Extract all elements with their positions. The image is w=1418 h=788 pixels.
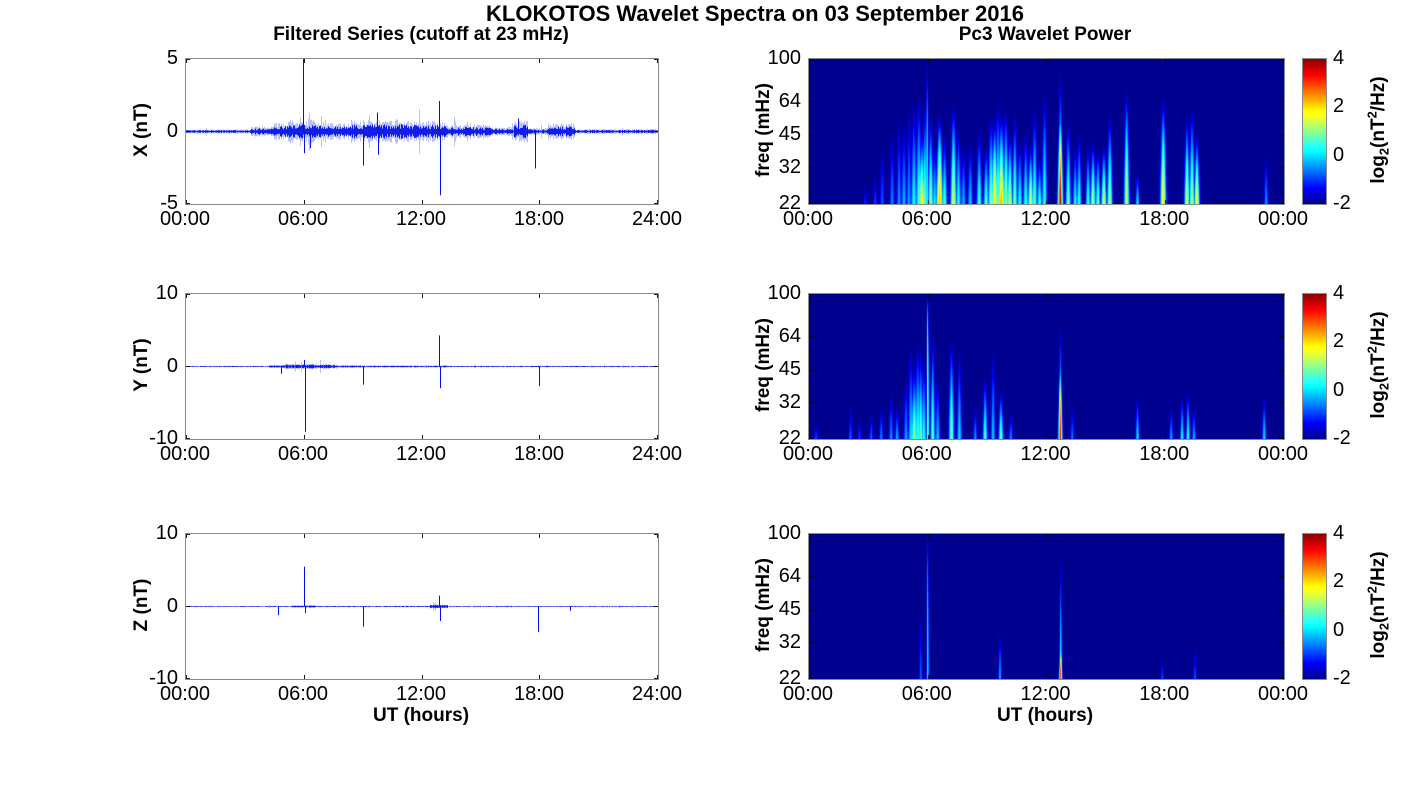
tick-label: 32 <box>778 156 801 179</box>
tick-label: 00:00 <box>1257 443 1309 465</box>
y-wavelet-panel <box>808 293 1285 440</box>
tick-label: 0 <box>1333 143 1345 166</box>
tick-label: -2 <box>1333 427 1351 449</box>
tick-label: 22 <box>778 667 801 689</box>
tick-label: 2 <box>1333 330 1345 353</box>
tick-label: 22 <box>778 427 801 449</box>
x-wavelet-ylabel: freq (mHz) <box>753 83 774 177</box>
z-wavelet-canvas <box>809 534 1284 679</box>
tick-label: 0 <box>166 354 178 377</box>
tick-label: 00:00 <box>1257 208 1309 230</box>
right-xaxis-label: UT (hours) <box>996 705 1094 726</box>
tick-label: 45 <box>778 598 801 621</box>
y-series-ylabel: Y (nT) <box>131 338 152 392</box>
z-series-ylabel: Z (nT) <box>131 578 152 632</box>
y-series-canvas <box>186 294 658 439</box>
tick-label: 64 <box>778 564 801 587</box>
tick-label: 0 <box>166 119 178 142</box>
tick-label: 00:00 <box>782 208 834 230</box>
tick-label: 00:00 <box>159 683 211 705</box>
tick-label: 32 <box>778 631 801 654</box>
tick-label: 06:00 <box>901 208 952 230</box>
z-series-panel <box>185 533 659 680</box>
colorbar-bottom-canvas <box>1303 534 1326 679</box>
x-wavelet-panel <box>808 58 1285 205</box>
tick-label: 18:00 <box>1139 443 1190 465</box>
tick-label: 06:00 <box>901 443 952 465</box>
tick-label: 22 <box>778 192 801 214</box>
tick-label: 12:00 <box>395 443 447 465</box>
z-wavelet-ylabel: freq (mHz) <box>753 558 774 652</box>
tick-label: 64 <box>778 89 801 112</box>
tick-label: 24:00 <box>631 208 683 230</box>
tick-label: 100 <box>767 522 801 544</box>
x-series-panel <box>185 58 659 205</box>
colorbar-label-top: log2(nT2/Hz) <box>1364 76 1392 184</box>
x-wavelet-canvas <box>809 59 1284 204</box>
colorbar-middle <box>1302 293 1327 440</box>
tick-label: 10 <box>155 282 178 304</box>
tick-label: 18:00 <box>513 443 565 465</box>
tick-label: 0 <box>1333 378 1345 401</box>
tick-label: 06:00 <box>901 683 952 705</box>
tick-label: 24:00 <box>631 683 683 705</box>
figure-title: KLOKOTOS Wavelet Spectra on 03 September… <box>486 1 1024 26</box>
left-column-subtitle: Filtered Series (cutoff at 23 mHz) <box>273 24 569 45</box>
tick-label: 45 <box>778 123 801 146</box>
tick-label: 12:00 <box>1020 683 1071 705</box>
colorbar-middle-canvas <box>1303 294 1326 439</box>
left-xaxis-label: UT (hours) <box>372 705 470 726</box>
tick-label: 4 <box>1333 47 1345 69</box>
tick-label: 00:00 <box>159 208 211 230</box>
tick-label: 18:00 <box>513 683 565 705</box>
tick-label: 32 <box>778 391 801 414</box>
tick-label: 12:00 <box>395 683 447 705</box>
z-wavelet-panel <box>808 533 1285 680</box>
tick-label: 10 <box>155 522 178 544</box>
tick-label: 00:00 <box>159 443 211 465</box>
colorbar-top-canvas <box>1303 59 1326 204</box>
y-series-panel <box>185 293 659 440</box>
x-series-canvas <box>186 59 658 204</box>
tick-label: 45 <box>778 358 801 381</box>
tick-label: 12:00 <box>395 208 447 230</box>
tick-label: 00:00 <box>1257 683 1309 705</box>
colorbar-top <box>1302 58 1327 205</box>
tick-label: 00:00 <box>782 443 834 465</box>
tick-label: 18:00 <box>1139 208 1190 230</box>
tick-label: 100 <box>767 282 801 304</box>
tick-label: 0 <box>166 594 178 617</box>
tick-label: 4 <box>1333 282 1345 304</box>
tick-label: 06:00 <box>277 208 329 230</box>
tick-label: 24:00 <box>631 443 683 465</box>
x-series-ylabel: X (nT) <box>131 103 152 157</box>
colorbar-label-bottom: log2(nT2/Hz) <box>1364 551 1392 659</box>
right-column-subtitle: Pc3 Wavelet Power <box>958 24 1132 45</box>
colorbar-bottom <box>1302 533 1327 680</box>
tick-label: 12:00 <box>1020 208 1071 230</box>
tick-label: -2 <box>1333 192 1351 214</box>
tick-label: 12:00 <box>1020 443 1071 465</box>
tick-label: 18:00 <box>1139 683 1190 705</box>
tick-label: 4 <box>1333 522 1345 544</box>
z-series-canvas <box>186 534 658 679</box>
y-wavelet-ylabel: freq (mHz) <box>753 318 774 412</box>
tick-label: 5 <box>166 47 178 69</box>
tick-label: 0 <box>1333 618 1345 641</box>
colorbar-label-middle: log2(nT2/Hz) <box>1364 311 1392 419</box>
tick-label: -5 <box>160 192 178 214</box>
tick-label: 2 <box>1333 570 1345 593</box>
tick-label: 06:00 <box>277 443 329 465</box>
y-wavelet-canvas <box>809 294 1284 439</box>
tick-label: 100 <box>767 47 801 69</box>
tick-label: 2 <box>1333 95 1345 118</box>
tick-label: -10 <box>149 427 178 449</box>
tick-label: 06:00 <box>277 683 329 705</box>
tick-label: -2 <box>1333 667 1351 689</box>
tick-label: 18:00 <box>513 208 565 230</box>
tick-label: 64 <box>778 324 801 347</box>
tick-label: 00:00 <box>782 683 834 705</box>
tick-label: -10 <box>149 667 178 689</box>
